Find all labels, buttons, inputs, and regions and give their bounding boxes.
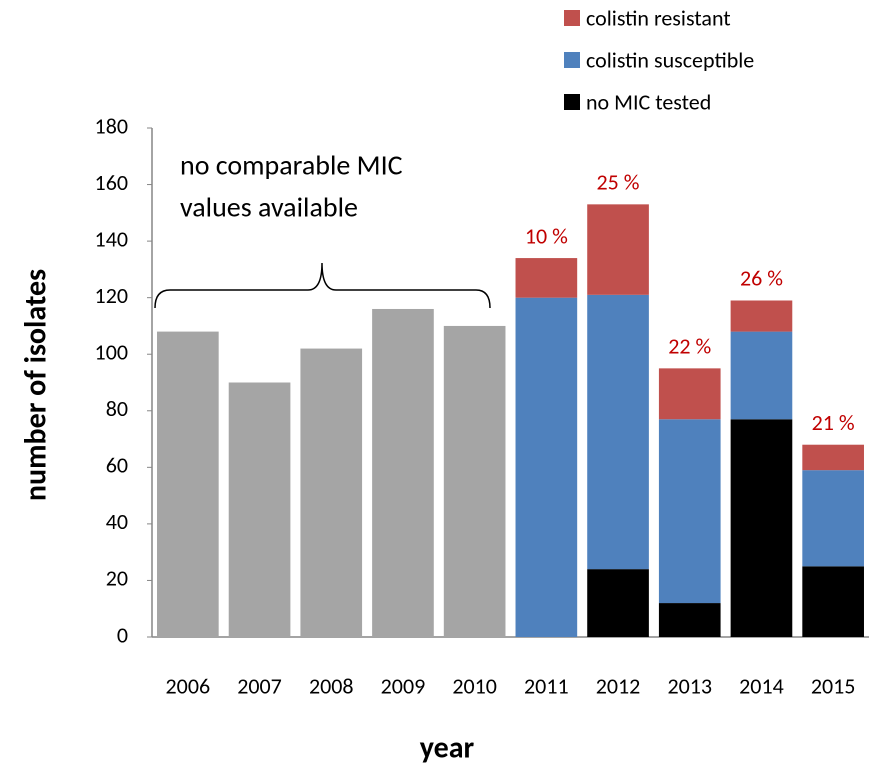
x-tick-label: 2006: [166, 672, 211, 699]
y-tick-label: 40: [106, 508, 128, 535]
x-tick-label: 2014: [739, 672, 784, 699]
data-label: 21 %: [812, 409, 855, 436]
y-tick-label: 160: [95, 169, 128, 196]
legend-label: colistin susceptible: [586, 46, 754, 73]
y-tick-label: 20: [106, 565, 128, 592]
bar-segment: [658, 419, 721, 604]
bar-segment: [443, 325, 506, 637]
bar-segment: [730, 300, 793, 332]
y-tick-label: 100: [95, 338, 128, 365]
y-tick-label: 120: [95, 282, 128, 309]
x-tick-label: 2012: [596, 672, 641, 699]
y-tick-label: 180: [95, 112, 128, 139]
bar-segment: [658, 603, 721, 637]
bracket: [154, 262, 491, 309]
annotation: values available: [180, 190, 358, 225]
bar-segment: [300, 348, 363, 637]
x-tick-label: 2013: [667, 672, 712, 699]
data-label: 10 %: [525, 222, 568, 249]
bar-segment: [228, 382, 291, 637]
y-tick-label: 140: [95, 225, 128, 252]
legend-label: colistin resistant: [586, 4, 731, 31]
data-label: 26 %: [740, 265, 783, 292]
y-tick-label: 80: [106, 395, 128, 422]
x-axis-title: year: [420, 729, 475, 766]
legend-swatch: [564, 10, 580, 26]
x-tick-label: 2007: [237, 672, 282, 699]
legend-swatch: [564, 94, 580, 110]
x-tick-label: 2008: [309, 672, 354, 699]
legend-label: no MIC tested: [586, 88, 711, 115]
legend-swatch: [564, 52, 580, 68]
bar-segment: [802, 470, 864, 567]
bar-segment: [157, 331, 219, 637]
bar-segment: [372, 308, 434, 637]
x-tick-label: 2010: [452, 672, 497, 699]
x-tick-label: 2009: [381, 672, 426, 699]
bar-segment: [587, 294, 649, 570]
bar-segment: [658, 368, 721, 420]
data-label: 25 %: [597, 169, 640, 196]
bar-segment: [730, 419, 793, 637]
bar-segment: [515, 258, 578, 298]
y-tick-label: 60: [106, 452, 128, 479]
y-axis-title: number of isolates: [17, 269, 54, 501]
bar-segment: [802, 444, 864, 471]
x-tick-label: 2011: [524, 672, 569, 699]
bar-segment: [587, 569, 649, 637]
data-label: 22 %: [668, 333, 711, 360]
bar-segment: [730, 331, 793, 420]
annotation: no comparable MIC: [180, 148, 403, 183]
x-tick-label: 2015: [811, 672, 856, 699]
bar-segment: [802, 566, 864, 637]
bar-segment: [515, 297, 578, 637]
bar-segment: [587, 204, 649, 295]
y-tick-label: 0: [117, 621, 128, 648]
